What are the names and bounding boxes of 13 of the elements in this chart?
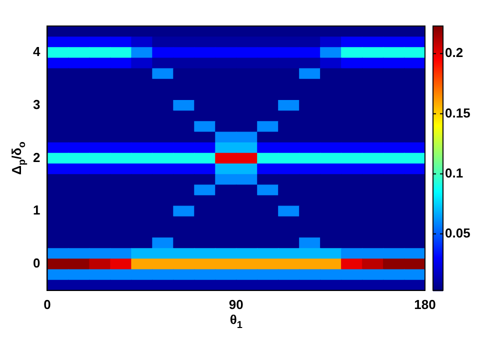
x-tick-label: 180 xyxy=(414,296,436,312)
x-tick-label: 0 xyxy=(44,296,51,312)
y-tick-label: 1 xyxy=(32,202,40,218)
color-bar-label: 0.05 xyxy=(445,225,470,240)
color-bar-label: 0.1 xyxy=(445,165,464,180)
y-tick-label: 4 xyxy=(32,44,41,60)
color-bar-label: 0.2 xyxy=(445,45,464,60)
x-tick-label: 90 xyxy=(228,296,244,312)
y-tick-label: 2 xyxy=(32,150,40,165)
y-axis-title: Δp/δo xyxy=(8,142,28,175)
y-tick-label: 0 xyxy=(32,256,40,271)
color-bar-label: 0.15 xyxy=(445,105,470,120)
y-tick-label: 3 xyxy=(32,96,40,112)
